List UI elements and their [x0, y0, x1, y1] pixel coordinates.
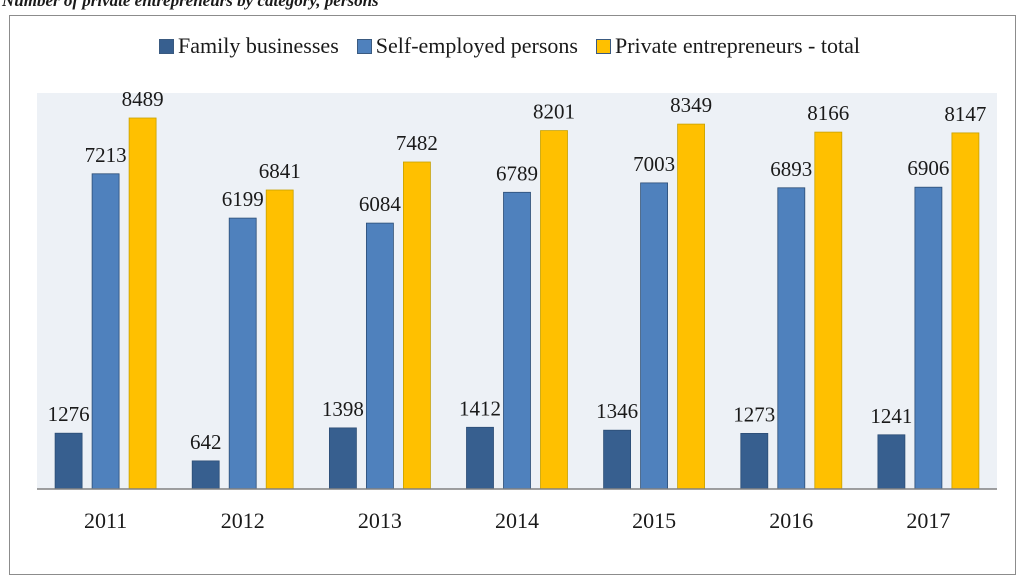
data-label-family-businesses-2014: 1412 — [459, 396, 501, 420]
x-tick-label-2017: 2017 — [906, 508, 950, 533]
data-label-family-businesses-2012: 642 — [190, 430, 222, 454]
bar-private-entrepreneurs-total-2016 — [814, 131, 843, 490]
bar-family-businesses-2017 — [877, 434, 906, 490]
x-tick-label-2016: 2016 — [769, 508, 813, 533]
data-label-self-employed-persons-2014: 6789 — [496, 161, 538, 185]
data-label-private-entrepreneurs-total-2013: 7482 — [396, 131, 438, 155]
data-label-private-entrepreneurs-total-2015: 8349 — [670, 93, 712, 117]
x-tick-label-2013: 2013 — [358, 508, 402, 533]
bar-family-businesses-2013 — [328, 427, 357, 490]
bar-private-entrepreneurs-total-2015 — [677, 123, 705, 490]
data-label-self-employed-persons-2017: 6906 — [907, 156, 949, 180]
data-label-self-employed-persons-2013: 6084 — [359, 192, 402, 216]
legend-item-self-employed: Self-employed persons — [356, 33, 578, 59]
bar-family-businesses-2015 — [603, 429, 631, 490]
data-label-family-businesses-2015: 1346 — [596, 399, 638, 423]
bar-private-entrepreneurs-total-2012 — [265, 189, 294, 490]
figure-caption: Number of private entrepreneurs by categ… — [2, 0, 379, 10]
bar-self-employed-persons-2017 — [914, 186, 943, 490]
legend-swatch-self-employed — [356, 38, 372, 54]
x-tick-label-2014: 2014 — [495, 508, 539, 533]
legend-label-family-businesses: Family businesses — [178, 33, 339, 58]
data-label-private-entrepreneurs-total-2016: 8166 — [807, 101, 849, 125]
data-label-family-businesses-2011: 1276 — [48, 402, 90, 426]
bar-self-employed-persons-2012 — [228, 217, 257, 490]
data-label-private-entrepreneurs-total-2012: 6841 — [259, 159, 301, 183]
data-label-private-entrepreneurs-total-2017: 8147 — [944, 102, 986, 126]
data-label-family-businesses-2013: 1398 — [322, 397, 364, 421]
legend: Family businesses Self-employed persons … — [0, 33, 1019, 59]
data-label-self-employed-persons-2012: 6199 — [222, 187, 264, 211]
data-label-family-businesses-2017: 1241 — [870, 404, 912, 428]
bar-family-businesses-2016 — [740, 432, 769, 490]
bar-family-businesses-2011 — [54, 432, 83, 490]
bar-private-entrepreneurs-total-2013 — [402, 161, 431, 490]
bar-self-employed-persons-2011 — [91, 173, 120, 490]
x-tick-label-2015: 2015 — [632, 508, 676, 533]
bar-family-businesses-2012 — [191, 460, 220, 490]
legend-item-private-total: Private entrepreneurs - total — [596, 33, 860, 59]
bar-family-businesses-2014 — [466, 426, 494, 490]
data-label-self-employed-persons-2015: 7003 — [633, 152, 675, 176]
bar-private-entrepreneurs-total-2011 — [128, 117, 157, 490]
data-label-private-entrepreneurs-total-2011: 8489 — [122, 87, 164, 111]
bar-self-employed-persons-2014 — [503, 191, 531, 490]
x-tick-label-2012: 2012 — [221, 508, 265, 533]
bar-self-employed-persons-2016 — [777, 187, 806, 490]
bar-chart: 1276 7213 8489 2011 642 6199 6841 2012 1398 6084 7… — [37, 87, 997, 533]
data-label-family-businesses-2016: 1273 — [733, 402, 775, 426]
legend-swatch-family-businesses — [159, 38, 175, 54]
legend-item-family-businesses: Family businesses — [159, 33, 339, 59]
data-label-private-entrepreneurs-total-2014: 8201 — [533, 100, 575, 124]
x-tick-label-2011: 2011 — [84, 508, 127, 533]
legend-label-private-total: Private entrepreneurs - total — [615, 33, 860, 58]
bar-self-employed-persons-2013 — [365, 222, 394, 490]
bar-private-entrepreneurs-total-2014 — [540, 130, 568, 490]
data-label-self-employed-persons-2016: 6893 — [770, 157, 812, 181]
bar-private-entrepreneurs-total-2017 — [951, 132, 980, 490]
legend-swatch-private-total — [596, 38, 611, 54]
bar-self-employed-persons-2015 — [640, 182, 668, 490]
data-label-self-employed-persons-2011: 7213 — [85, 143, 127, 167]
legend-label-self-employed: Self-employed persons — [375, 33, 578, 58]
